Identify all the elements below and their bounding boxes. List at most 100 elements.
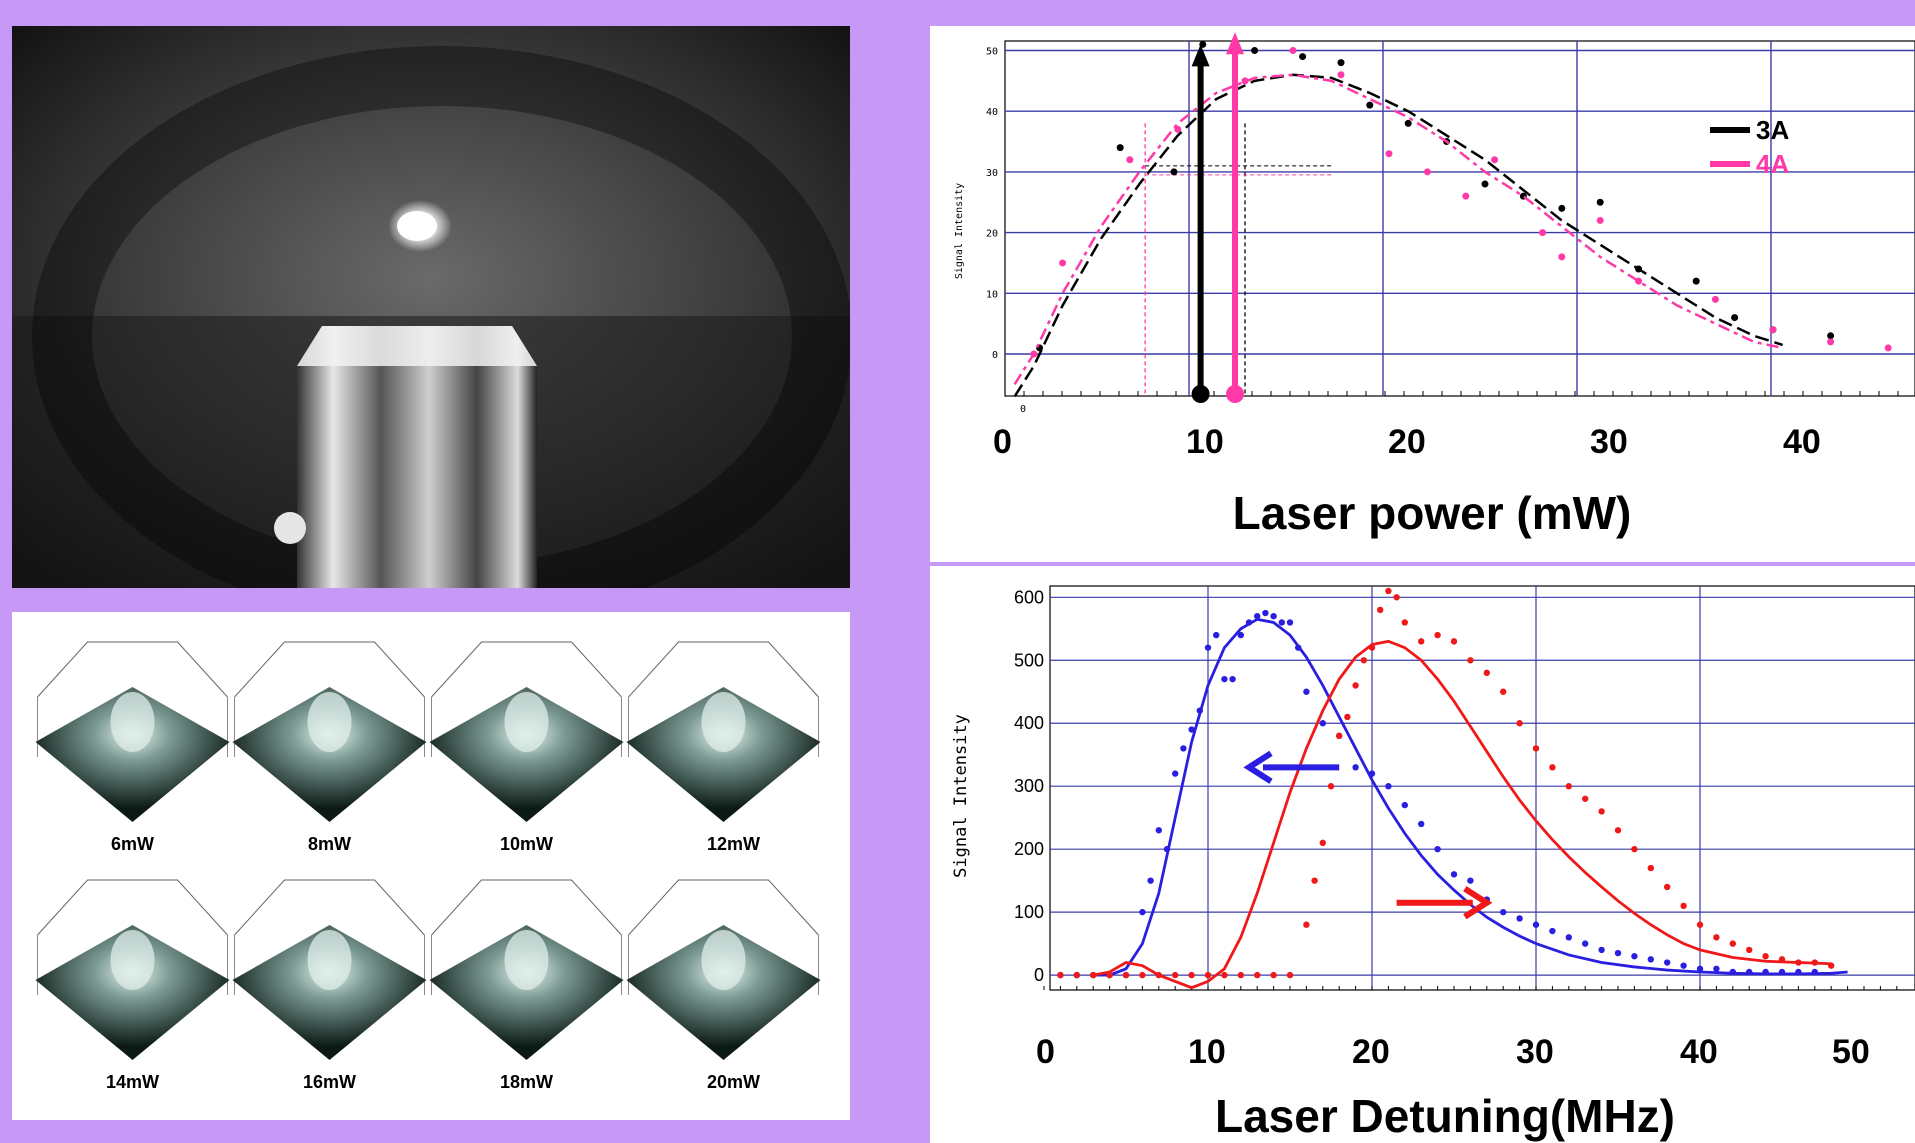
top-point-4A-17 <box>1827 338 1835 346</box>
top-point-4A-6 <box>1337 71 1345 79</box>
beam-profile-16mW <box>232 879 427 1060</box>
profile-peak <box>307 692 352 752</box>
electrode-cylinder <box>297 326 537 588</box>
top-point-3A-7 <box>1366 101 1374 109</box>
beam-profile-20mW <box>626 879 821 1060</box>
top-xtick-40: 40 <box>1783 423 1821 461</box>
profile-box-edge <box>628 641 819 698</box>
top-ytick-50: 50 <box>986 47 998 58</box>
top-point-4A-2 <box>1126 156 1134 164</box>
top-point-3A-12 <box>1558 204 1566 212</box>
bottom-point-0-33 <box>1434 845 1441 853</box>
beam-profile-12mW <box>626 641 821 822</box>
bottom-point-0-42 <box>1582 940 1589 947</box>
top-marker-arrowhead-4A <box>1226 32 1244 55</box>
bottom-point-1-21 <box>1352 682 1359 689</box>
bottom-point-0-29 <box>1368 770 1376 777</box>
bottom-point-0-49 <box>1696 965 1704 973</box>
profile-box-edge <box>628 879 819 936</box>
top-point-4A-0 <box>1030 350 1038 358</box>
bottom-point-0-16 <box>1229 675 1236 683</box>
profile-box-edge <box>431 879 622 936</box>
legend-label-3A: 3A <box>1756 115 1789 145</box>
top-point-4A-12 <box>1558 253 1566 261</box>
beam-profile-10mW <box>429 641 624 822</box>
top-point-3A-14 <box>1635 265 1643 273</box>
mosaic-label-14mW: 14mW <box>106 1072 159 1092</box>
profile-peak <box>504 692 549 752</box>
bottom-point-0-11 <box>1188 726 1195 733</box>
bottom-point-1-42 <box>1647 864 1654 872</box>
beam-profile-14mW <box>35 879 230 1060</box>
top-point-3A-1 <box>1116 144 1124 152</box>
bottom-point-1-29 <box>1434 631 1441 639</box>
bottom-point-0-9 <box>1172 770 1179 777</box>
top-point-3A-4 <box>1251 47 1259 54</box>
profile-surface <box>35 687 230 822</box>
bottom-point-1-7 <box>1172 971 1179 979</box>
bottom-xtick-50: 50 <box>1832 1033 1870 1071</box>
top-ytick-20: 20 <box>986 229 998 240</box>
bottom-point-0-14 <box>1213 631 1220 639</box>
bottom-point-0-23 <box>1286 619 1294 626</box>
bottom-point-1-3 <box>1106 971 1113 979</box>
bottom-point-0-53 <box>1762 968 1769 976</box>
top-fit-4A <box>1013 73 1783 386</box>
top-point-4A-14 <box>1635 277 1643 285</box>
profile-surface <box>232 925 427 1060</box>
bottom-point-1-10 <box>1221 971 1228 979</box>
mosaic-label-6mW: 6mW <box>111 834 154 854</box>
bottom-point-1-27 <box>1401 619 1408 626</box>
bottom-arrow-head-1 <box>1463 886 1493 920</box>
bottom-point-0-26 <box>1319 720 1326 727</box>
bottom-point-1-16 <box>1311 877 1318 884</box>
mosaic-label-20mW: 20mW <box>707 1072 760 1092</box>
bottom-point-1-39 <box>1598 808 1605 815</box>
bottom-point-1-11 <box>1237 971 1244 979</box>
beam-profile-8mW <box>232 641 427 822</box>
bottom-fit-1 <box>1092 639 1832 990</box>
bottom-point-1-49 <box>1762 953 1769 960</box>
top-ytick-40: 40 <box>986 107 998 118</box>
bottom-point-1-26 <box>1393 594 1400 601</box>
bottom-point-1-18 <box>1327 783 1335 790</box>
bottom-point-0-7 <box>1155 827 1162 834</box>
bottom-point-1-8 <box>1188 971 1195 979</box>
bottom-point-1-38 <box>1582 795 1589 802</box>
bottom-point-1-47 <box>1729 940 1736 947</box>
laser-power-chart: 0 10 20 30 40 50 0 Signal Intensity 3A 4A 0 10 20 30 4… <box>930 26 1915 562</box>
bottom-point-1-40 <box>1614 827 1622 834</box>
bottom-point-1-13 <box>1270 971 1277 979</box>
bottom-point-0-43 <box>1598 946 1605 954</box>
top-ytick-0: 0 <box>992 350 998 361</box>
bottom-point-0-38 <box>1516 915 1523 922</box>
beam-profile-18mW <box>429 879 624 1060</box>
laser-detuning-chart: 0 100 200 300 400 500 600 Signal Intensity 0 10 20… <box>930 566 1915 1143</box>
top-point-3A-6 <box>1337 59 1345 67</box>
profile-box-edge <box>431 641 622 698</box>
top-marker-base-3A <box>1191 385 1210 403</box>
profile-surface <box>626 925 821 1060</box>
top-xlabel: Laser power (mW) <box>1233 487 1632 539</box>
top-point-4A-1 <box>1059 259 1067 267</box>
bottom-point-1-24 <box>1377 606 1384 614</box>
bottom-point-1-12 <box>1254 971 1261 979</box>
bottom-xtick-40: 40 <box>1680 1033 1718 1071</box>
bottom-point-0-54 <box>1778 968 1786 976</box>
bottom-point-0-32 <box>1418 820 1425 828</box>
bottom-point-1-30 <box>1450 638 1458 645</box>
bottom-fit-0 <box>1093 617 1848 977</box>
profile-peak <box>504 930 549 990</box>
bottom-point-0-6 <box>1147 877 1154 884</box>
mosaic-label-8mW: 8mW <box>308 834 351 854</box>
mosaic-label-12mW: 12mW <box>707 834 760 854</box>
top-plot-frame <box>1004 40 1915 397</box>
bottom-point-1-23 <box>1368 644 1376 651</box>
top-point-4A-11 <box>1539 229 1547 237</box>
top-point-3A-10 <box>1481 180 1489 188</box>
profile-peak <box>110 930 155 990</box>
bottom-ytick-600: 600 <box>1014 587 1044 607</box>
bottom-ytick-0: 0 <box>1034 965 1044 985</box>
bottom-xtick-0: 0 <box>1036 1033 1055 1071</box>
